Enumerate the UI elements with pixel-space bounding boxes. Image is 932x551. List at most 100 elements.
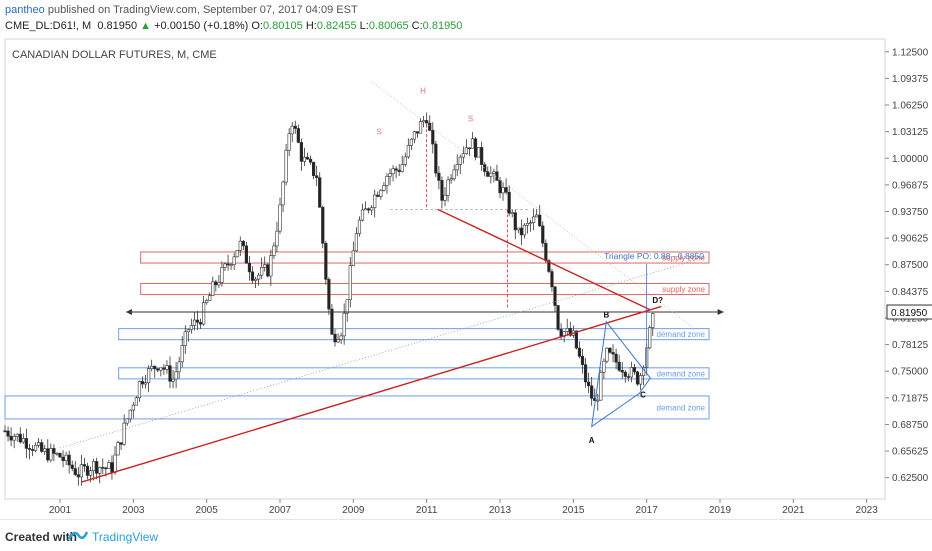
publish-info: published on TradingView.com, September … [47, 4, 358, 16]
candle-body [238, 240, 242, 251]
candle-body [440, 180, 444, 201]
candle-body [27, 448, 32, 450]
candle-body [446, 179, 450, 196]
candle-body [110, 462, 114, 473]
candle-body [220, 267, 224, 283]
chart-annotation: A [589, 436, 595, 445]
candle-body [330, 308, 334, 335]
candle-body [541, 225, 545, 244]
candle-body [498, 180, 502, 194]
candle-body [263, 264, 267, 268]
candle-body [351, 250, 355, 266]
candle-body [348, 265, 352, 300]
candle-body [113, 454, 117, 473]
candle-body [67, 454, 71, 466]
candle-body [3, 430, 7, 433]
candle-body [593, 398, 597, 402]
candle-body [400, 164, 404, 172]
demand-zone [118, 328, 710, 341]
candle-body [293, 125, 297, 129]
candle-body [174, 371, 178, 380]
candle-body [189, 325, 193, 330]
candle-body [101, 467, 105, 469]
candle-body [140, 381, 145, 385]
demand-zone [4, 395, 710, 420]
price-chart[interactable]: 1.12500 1.09375 1.06250 1.03125 1.00000 0.968… [0, 37, 932, 519]
candle-body [315, 175, 319, 178]
candle-body [281, 181, 285, 206]
candle-body [568, 328, 572, 336]
tradingview-link[interactable]: TradingView [92, 530, 159, 544]
chart-annotation: H [420, 87, 426, 96]
candle-body [183, 331, 187, 346]
candle-body [544, 242, 548, 261]
candle-body [30, 449, 35, 451]
candle-body [516, 227, 520, 231]
candle-body [379, 190, 383, 197]
candle-body [165, 365, 169, 370]
chart-annotation: S [376, 127, 382, 136]
candle-body [461, 153, 465, 158]
candle-body [9, 435, 13, 441]
candle-body [345, 299, 349, 314]
candle-body [95, 461, 99, 474]
candle-body [171, 378, 175, 382]
candle-body [88, 470, 93, 476]
publish-line: pantheo published on TradingView.com, Se… [5, 4, 358, 16]
candle-body [162, 367, 166, 370]
resistance-trendline [437, 208, 651, 311]
candle-body [501, 187, 505, 194]
candle-body [257, 274, 261, 280]
candle-body [648, 327, 652, 349]
candle-body [443, 194, 447, 201]
candle-body [205, 300, 209, 303]
candle-body [360, 209, 365, 221]
labels-layer: Triangle PO: 0.88 - 0.8850 B C A D? H S S [376, 87, 704, 445]
candle-body [198, 322, 203, 325]
candle-body [565, 328, 569, 332]
candle-body [458, 156, 462, 165]
candle-body [156, 368, 160, 371]
candle-body [583, 364, 588, 383]
x-tick-label: 2013 [489, 505, 512, 516]
y-tick-label: 1.06250 [892, 101, 929, 112]
candle-body [260, 267, 264, 276]
candle-body [125, 418, 129, 424]
candle-body [226, 263, 230, 266]
candle-body [519, 227, 523, 236]
candle-body [134, 397, 138, 406]
candle-body [73, 468, 77, 475]
open-value: 0.80105 [262, 20, 303, 32]
candle-body [266, 264, 270, 277]
zones-layer: supply zone supply zone demand zone demand … [4, 251, 710, 420]
candle-body [131, 404, 135, 411]
candle-body [580, 356, 585, 365]
candle-body [418, 121, 423, 134]
y-tick-label: 0.68750 [892, 420, 929, 431]
candle-body [388, 173, 392, 177]
y-tick-label: 0.65625 [892, 447, 929, 458]
candle-body [437, 172, 441, 181]
open-label: O: [251, 20, 263, 32]
candle-body [82, 464, 87, 467]
candle-body [177, 361, 181, 373]
support-trendline [81, 305, 662, 483]
chart-annotation: C [640, 391, 646, 400]
candle-body [492, 171, 496, 174]
candle-body [318, 177, 322, 208]
candle-body [312, 161, 316, 176]
candle-body [409, 138, 413, 146]
candle-body [339, 335, 343, 340]
candle-body [495, 171, 499, 181]
candle-body [382, 185, 386, 191]
high-label: H: [305, 20, 317, 32]
candle-body [290, 125, 294, 135]
author-link[interactable]: pantheo [5, 4, 45, 16]
candle-body [33, 444, 38, 451]
supply-zone-label: supply zone [662, 254, 705, 263]
candle-body [577, 347, 582, 357]
y-tick-label: 1.00000 [892, 154, 929, 165]
x-tick-label: 2007 [269, 505, 292, 516]
candle-body [150, 365, 154, 369]
created-with-label: Created with [5, 530, 78, 544]
